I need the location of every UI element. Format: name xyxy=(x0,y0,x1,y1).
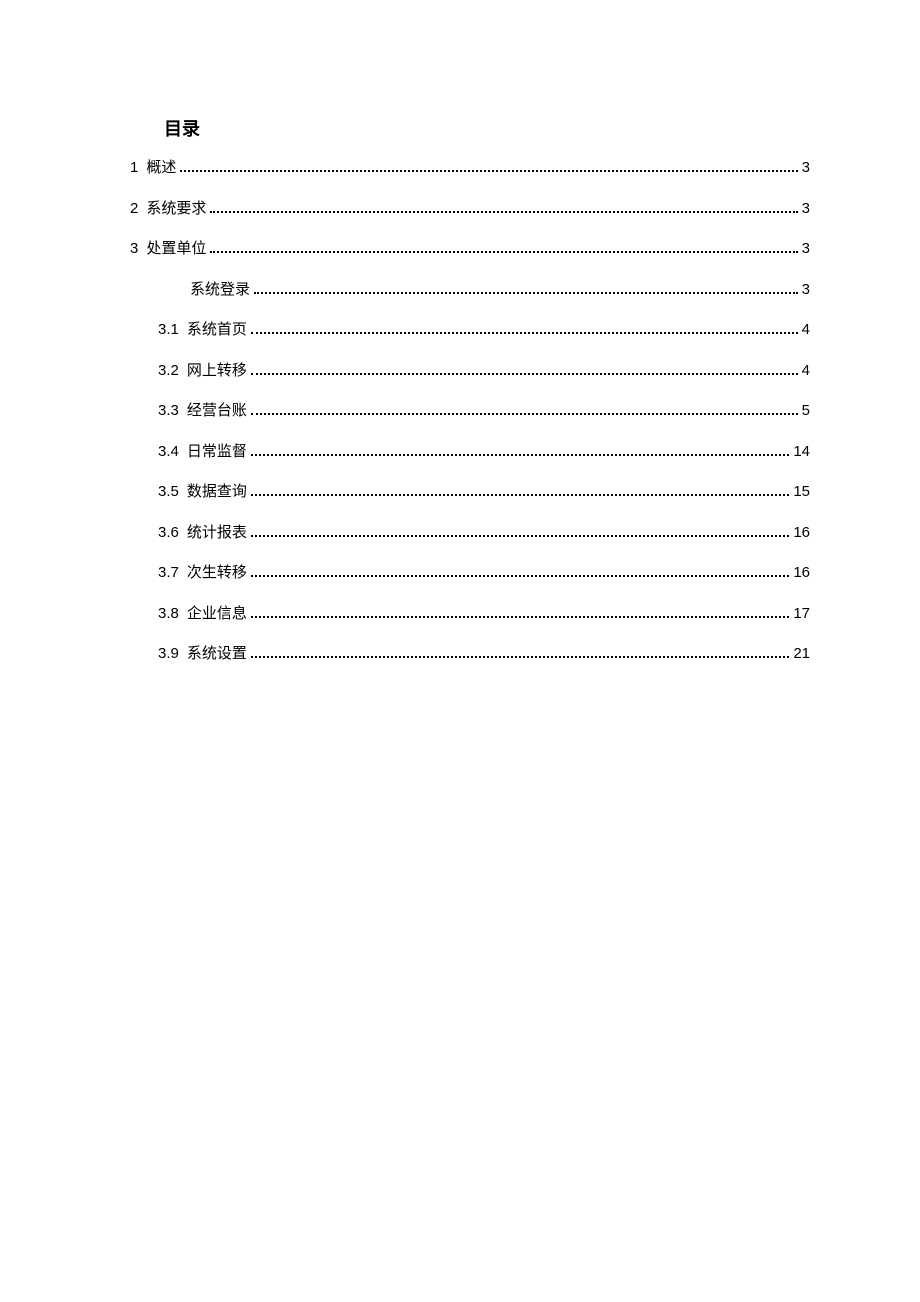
toc-entry-text: 次生转移 xyxy=(187,562,247,585)
toc-entry-text: 系统登录 xyxy=(190,279,250,302)
toc-dots xyxy=(251,494,789,496)
toc-entry[interactable]: 3.9 系统设置 21 xyxy=(158,643,810,666)
toc-entry[interactable]: 3 处置单位 3 xyxy=(130,238,810,261)
toc-dots xyxy=(251,616,789,618)
toc-entry-number: 3.3 xyxy=(158,400,179,423)
toc-entry-page: 3 xyxy=(802,238,810,261)
toc-entry-text: 经营台账 xyxy=(187,400,247,423)
toc-entry-text: 系统要求 xyxy=(146,198,206,221)
toc-dots xyxy=(210,251,797,253)
toc-entry-number: 3.4 xyxy=(158,441,179,464)
toc-entry[interactable]: 3.4 日常监督 14 xyxy=(158,441,810,464)
toc-entry-number: 3.6 xyxy=(158,522,179,545)
toc-entry-text: 日常监督 xyxy=(187,441,247,464)
toc-entry-page: 5 xyxy=(802,400,810,423)
toc-entry-page: 3 xyxy=(802,157,810,180)
toc-entry[interactable]: 3.3 经营台账 5 xyxy=(158,400,810,423)
toc-entry[interactable]: 2 系统要求 3 xyxy=(130,198,810,221)
toc-dots xyxy=(251,535,789,537)
toc-dots xyxy=(180,170,797,172)
toc-dots xyxy=(251,332,798,334)
toc-title: 目录 xyxy=(164,115,810,141)
toc-entry-number: 3.7 xyxy=(158,562,179,585)
toc-entry-page: 4 xyxy=(802,319,810,342)
toc-list: 1 概述 3 2 系统要求 3 3 处置单位 3 系统登录 3 3.1 系统首页 4 3.2 网上转移 4 3.3… xyxy=(130,157,810,666)
toc-dots xyxy=(251,454,789,456)
toc-entry-number: 3.8 xyxy=(158,603,179,626)
toc-entry-text: 数据查询 xyxy=(187,481,247,504)
toc-entry-text: 处置单位 xyxy=(146,238,206,261)
toc-dots xyxy=(251,413,798,415)
toc-entry-page: 17 xyxy=(793,603,810,626)
toc-entry[interactable]: 系统登录 3 xyxy=(190,279,810,302)
toc-dots xyxy=(210,211,797,213)
toc-entry-page: 15 xyxy=(793,481,810,504)
toc-entry-number: 2 xyxy=(130,198,138,221)
toc-entry-page: 14 xyxy=(793,441,810,464)
toc-entry-text: 系统设置 xyxy=(187,643,247,666)
toc-entry[interactable]: 3.6 统计报表 16 xyxy=(158,522,810,545)
toc-dots xyxy=(251,373,798,375)
toc-entry[interactable]: 3.7 次生转移 16 xyxy=(158,562,810,585)
toc-dots xyxy=(254,292,798,294)
toc-entry-number: 3.9 xyxy=(158,643,179,666)
toc-dots xyxy=(251,656,789,658)
toc-entry-number: 3 xyxy=(130,238,138,261)
toc-entry-number: 3.2 xyxy=(158,360,179,383)
toc-entry[interactable]: 3.5 数据查询 15 xyxy=(158,481,810,504)
toc-entry-page: 4 xyxy=(802,360,810,383)
toc-entry-text: 概述 xyxy=(146,157,176,180)
toc-entry-page: 3 xyxy=(802,198,810,221)
toc-entry-page: 3 xyxy=(802,279,810,302)
toc-entry[interactable]: 3.2 网上转移 4 xyxy=(158,360,810,383)
toc-dots xyxy=(251,575,789,577)
toc-entry[interactable]: 1 概述 3 xyxy=(130,157,810,180)
toc-entry-text: 系统首页 xyxy=(187,319,247,342)
toc-page: 目录 1 概述 3 2 系统要求 3 3 处置单位 3 系统登录 3 3.1 系统首页 4 3.2 网上转移 4… xyxy=(0,0,920,666)
toc-entry-text: 统计报表 xyxy=(187,522,247,545)
toc-entry-number: 3.5 xyxy=(158,481,179,504)
toc-entry-number: 1 xyxy=(130,157,138,180)
toc-entry[interactable]: 3.8 企业信息 17 xyxy=(158,603,810,626)
toc-entry-text: 企业信息 xyxy=(187,603,247,626)
toc-entry-page: 21 xyxy=(793,643,810,666)
toc-entry-page: 16 xyxy=(793,522,810,545)
toc-entry-text: 网上转移 xyxy=(187,360,247,383)
toc-entry-number: 3.1 xyxy=(158,319,179,342)
toc-entry[interactable]: 3.1 系统首页 4 xyxy=(158,319,810,342)
toc-entry-page: 16 xyxy=(793,562,810,585)
